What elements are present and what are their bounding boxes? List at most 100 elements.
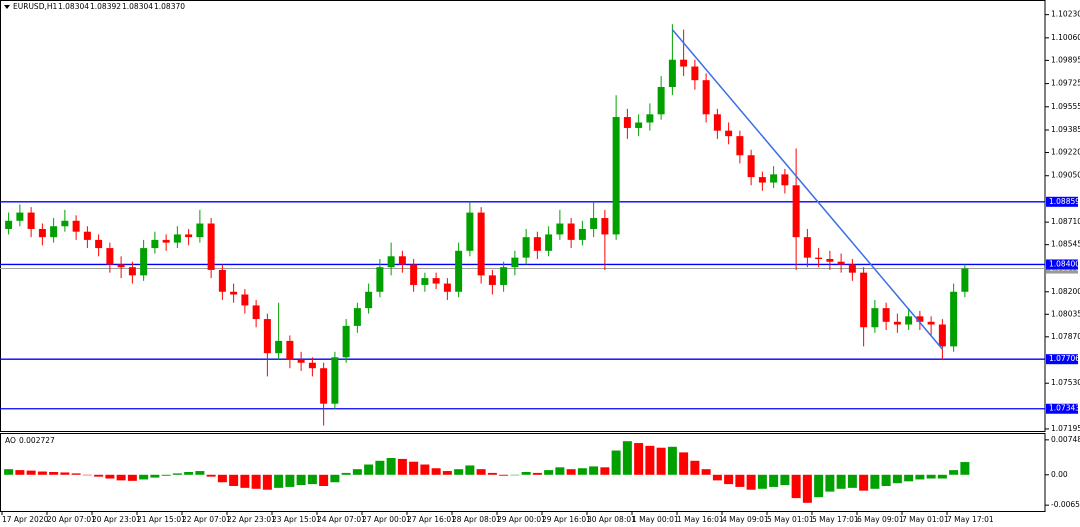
indicator-bar [735, 474, 745, 487]
candle-body [117, 264, 125, 268]
indicator-bar [60, 472, 70, 475]
indicator-bar [589, 466, 599, 475]
indicator-bar [701, 469, 711, 475]
indicator-bar [127, 474, 137, 481]
x-tick-label: 23 Apr 15:01 [272, 515, 321, 524]
menu-arrow[interactable] [4, 5, 10, 9]
candle-body [792, 185, 800, 238]
candle-body [736, 136, 744, 156]
y-tick-label: 1.08200 [1051, 287, 1080, 296]
indicator-bar [285, 474, 295, 487]
y-tick-label: 1.09385 [1051, 125, 1080, 134]
candle-body [927, 321, 935, 325]
indicator-bar [49, 471, 59, 475]
candle-body [590, 218, 598, 229]
candle-body [353, 308, 361, 326]
header-value: 1.08304 [122, 2, 153, 11]
y-tick-label: 1.09725 [1051, 79, 1080, 88]
candle-body [230, 291, 238, 295]
candle-body [477, 212, 485, 276]
indicator-bar [465, 465, 475, 475]
x-tick-label: 1 May 16:01 [677, 515, 724, 524]
candle-body [308, 362, 316, 369]
level-label: 1.08400 [1049, 259, 1080, 268]
candle-body [38, 228, 46, 238]
indicator-bar [724, 474, 734, 485]
candle-body [826, 259, 834, 262]
indicator-bar [229, 474, 239, 486]
candle-body [657, 87, 665, 115]
indicator-bar [330, 474, 340, 483]
x-tick-label: 22 Apr 07:01 [182, 515, 231, 524]
candle-body [533, 237, 541, 251]
x-tick-label: 22 Apr 23:01 [227, 515, 276, 524]
candle-body [218, 269, 226, 292]
x-tick-label: 20 Apr 23:01 [92, 515, 141, 524]
level-box [1046, 196, 1078, 207]
indicator-bar [375, 460, 385, 475]
x-tick-label: 5 May 17:01 [812, 515, 859, 524]
x-tick-label: 27 Apr 00:01 [362, 515, 411, 524]
indicator-bar [386, 457, 396, 475]
candle-body [320, 368, 328, 404]
y-tick-label: 1.09895 [1051, 55, 1080, 64]
x-tick-label: 20 Apr 07:01 [47, 515, 96, 524]
indicator-bar [521, 471, 531, 475]
indicator-bar [217, 474, 227, 483]
x-tick-label: 28 Apr 08:01 [452, 515, 501, 524]
candle-body [16, 212, 24, 221]
indicator-bar [611, 450, 621, 475]
level-label: 1.07343 [1049, 404, 1080, 413]
level-label: 1.08859 [1049, 197, 1080, 206]
candle-body [837, 261, 845, 265]
candle-body [275, 340, 283, 354]
indicator-bar [949, 470, 959, 475]
trendline [671, 29, 943, 350]
candle-body [770, 174, 778, 183]
indicator-bar [645, 445, 655, 475]
x-tick-label: 1 May 00:01 [632, 515, 679, 524]
candle-body [162, 239, 170, 243]
candle-body [376, 267, 384, 292]
candle-body [815, 257, 823, 259]
candle-body [455, 250, 463, 292]
indicator-bar [555, 467, 565, 475]
candle-body [848, 264, 856, 273]
candle-body [185, 234, 193, 238]
indicator-bar [262, 474, 272, 490]
header-value: 1.08392 [90, 2, 121, 11]
indicator-bar [319, 474, 329, 486]
x-tick-label: 21 Apr 15:01 [137, 515, 186, 524]
candle-body [286, 340, 294, 361]
indicator-bar [960, 462, 970, 475]
candle-body [893, 321, 901, 325]
candle-body [938, 324, 946, 347]
candle-body [466, 212, 474, 251]
indicator-bar [577, 468, 587, 475]
candle-body [578, 228, 586, 240]
indicator-bar [656, 447, 666, 475]
indicator-bar [420, 464, 430, 475]
indicator-bar [825, 474, 835, 492]
level-box [1046, 354, 1078, 365]
indicator-bar [454, 469, 464, 475]
indicator-bar [476, 469, 486, 475]
header-value: 1.08304 [58, 2, 89, 11]
y-tick-label: 1.07870 [1051, 332, 1080, 341]
candle-body [916, 316, 924, 322]
candle-body [128, 267, 136, 276]
indicator-y-tick-label: 0.007487 [1051, 435, 1080, 444]
indicator-bar [499, 474, 509, 476]
indicator-bar [15, 470, 25, 475]
candle-body [342, 325, 350, 358]
candle-body [623, 117, 631, 128]
indicator-bar [937, 474, 947, 479]
candle-body [27, 212, 35, 229]
candle-body [106, 248, 114, 265]
candle-body [646, 114, 654, 123]
candle-body [432, 278, 440, 284]
candle-body [365, 291, 373, 309]
indicator-bar [859, 474, 869, 491]
candle-body [680, 59, 688, 67]
x-tick-label: 6 May 09:01 [857, 515, 904, 524]
